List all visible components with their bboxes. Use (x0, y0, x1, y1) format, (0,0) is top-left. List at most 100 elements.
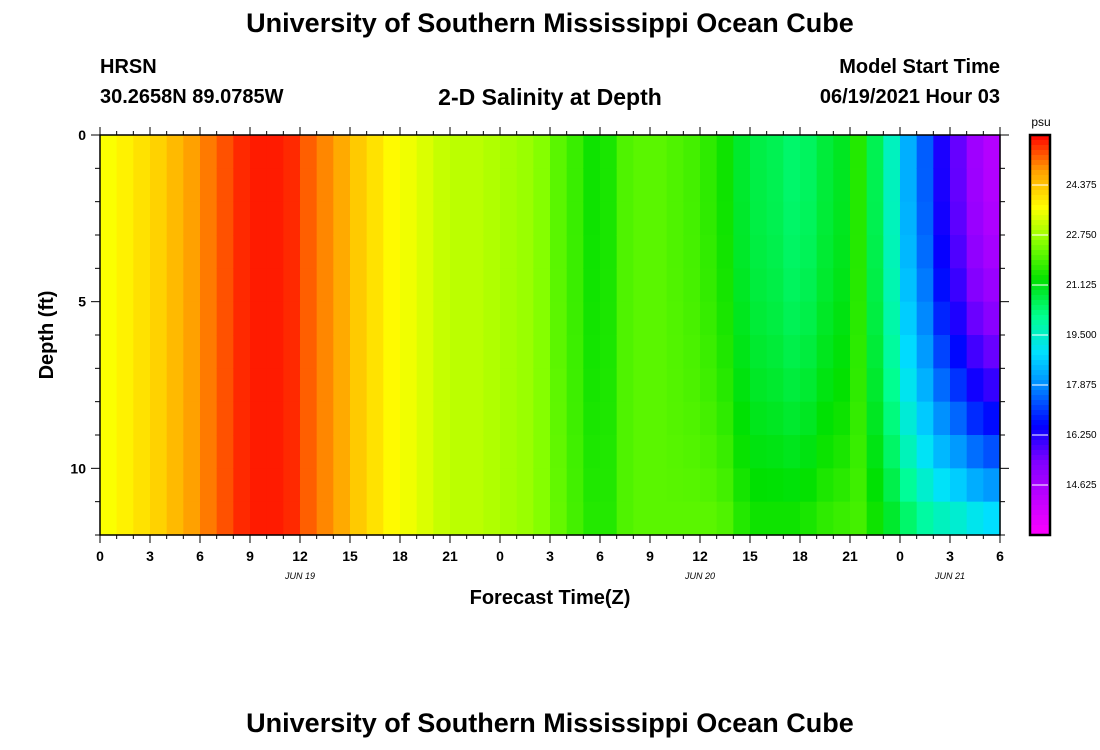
heatmap-cell (133, 435, 151, 469)
colorbar-tick-label: 22.750 (1066, 230, 1097, 241)
heatmap-cell (783, 468, 801, 503)
heatmap-cell (983, 401, 1001, 436)
heatmap-cell (733, 268, 751, 303)
heatmap-cell (216, 368, 234, 403)
heatmap-cell (833, 435, 851, 469)
heatmap-cell (400, 335, 418, 369)
heatmap-cell (533, 468, 551, 503)
colorbar-swatch (1030, 315, 1050, 321)
heatmap-cell (133, 301, 151, 336)
heatmap-cell (483, 301, 501, 336)
heatmap-cell (850, 335, 868, 369)
y-axis: 0 5 10 (70, 127, 1009, 536)
heatmap-cell (300, 168, 318, 203)
heatmap-cell (850, 201, 868, 236)
heatmap-cell (866, 468, 884, 503)
heatmap-cell (483, 501, 501, 536)
heatmap-cell (116, 235, 134, 269)
heatmap-cell (566, 135, 584, 169)
heatmap-cell (983, 335, 1001, 369)
heatmap-cell (700, 335, 718, 369)
heatmap-cell (166, 435, 184, 469)
page-title: University of Southern Mississippi Ocean… (246, 8, 854, 38)
colorbar-tick-label: 21.125 (1066, 280, 1097, 291)
heatmap-cell (366, 401, 384, 436)
colorbar-swatch (1030, 365, 1050, 371)
heatmap-cell (766, 168, 784, 203)
heatmap-cell (350, 301, 368, 336)
colorbar-swatch (1030, 375, 1050, 381)
colorbar-swatch (1030, 425, 1050, 431)
colorbar-tick-label: 24.375 (1066, 180, 1097, 191)
heatmap-cell (183, 201, 201, 236)
heatmap-cell (100, 335, 118, 369)
heatmap-cell (483, 368, 501, 403)
heatmap-cell (650, 368, 668, 403)
x-axis-label: Forecast Time(Z) (470, 587, 631, 609)
heatmap-cell (950, 268, 968, 303)
heatmap-cell (100, 301, 118, 336)
heatmap-cell (383, 135, 401, 169)
heatmap-cell (183, 468, 201, 503)
heatmap-cell (750, 501, 768, 536)
x-tick-label: 15 (742, 548, 758, 564)
heatmap-cell (516, 435, 534, 469)
colorbar-swatch (1030, 245, 1050, 251)
heatmap-cell (550, 435, 568, 469)
heatmap-cell (233, 301, 251, 336)
heatmap-cell (716, 368, 734, 403)
heatmap-cell (916, 301, 934, 336)
heatmap-cell (633, 435, 651, 469)
colorbar-swatch (1030, 490, 1050, 496)
heatmap-cell (233, 135, 251, 169)
heatmap-cell (116, 168, 134, 203)
heatmap-cell (966, 335, 984, 369)
heatmap-cell (716, 468, 734, 503)
heatmap-cell (166, 501, 184, 536)
colorbar-swatch (1030, 195, 1050, 201)
heatmap-cell (616, 335, 634, 369)
colorbar-swatch (1030, 355, 1050, 361)
x-tick-label: 3 (146, 548, 154, 564)
heatmap-cell (350, 435, 368, 469)
heatmap-cell (933, 201, 951, 236)
heatmap-cell (800, 268, 818, 303)
colorbar-swatch (1030, 530, 1050, 536)
heatmap-cell (416, 135, 434, 169)
heatmap-cell (900, 501, 918, 536)
heatmap-cell (983, 201, 1001, 236)
heatmap-cell (866, 401, 884, 436)
heatmap-cell (416, 335, 434, 369)
heatmap-cell (716, 135, 734, 169)
model-start-label: Model Start Time (839, 56, 1000, 78)
heatmap-cell (950, 235, 968, 269)
heatmap-cell (433, 368, 451, 403)
heatmap-cell (683, 435, 701, 469)
heatmap-cell (516, 301, 534, 336)
heatmap-cell (933, 135, 951, 169)
colorbar-swatch (1030, 445, 1050, 451)
heatmap-cell (933, 401, 951, 436)
heatmap-cell (783, 301, 801, 336)
colorbar-swatch (1030, 205, 1050, 211)
colorbar-swatch (1030, 155, 1050, 161)
heatmap-cell (233, 368, 251, 403)
heatmap-cell (766, 401, 784, 436)
colorbar-swatch (1030, 235, 1050, 241)
heatmap-cell (433, 435, 451, 469)
heatmap-cell (950, 135, 968, 169)
heatmap-cell (366, 468, 384, 503)
heatmap-cell (516, 335, 534, 369)
heatmap-cell (250, 335, 268, 369)
heatmap-cell (700, 468, 718, 503)
heatmap-cell (316, 235, 334, 269)
heatmap-cell (683, 235, 701, 269)
heatmap-cell (400, 501, 418, 536)
heatmap-cell (483, 235, 501, 269)
heatmap-cell (350, 135, 368, 169)
heatmap-cell (833, 368, 851, 403)
heatmap-cell (883, 468, 901, 503)
colorbar-swatch (1030, 525, 1050, 531)
colorbar-swatch (1030, 400, 1050, 406)
heatmap-cell (333, 135, 351, 169)
